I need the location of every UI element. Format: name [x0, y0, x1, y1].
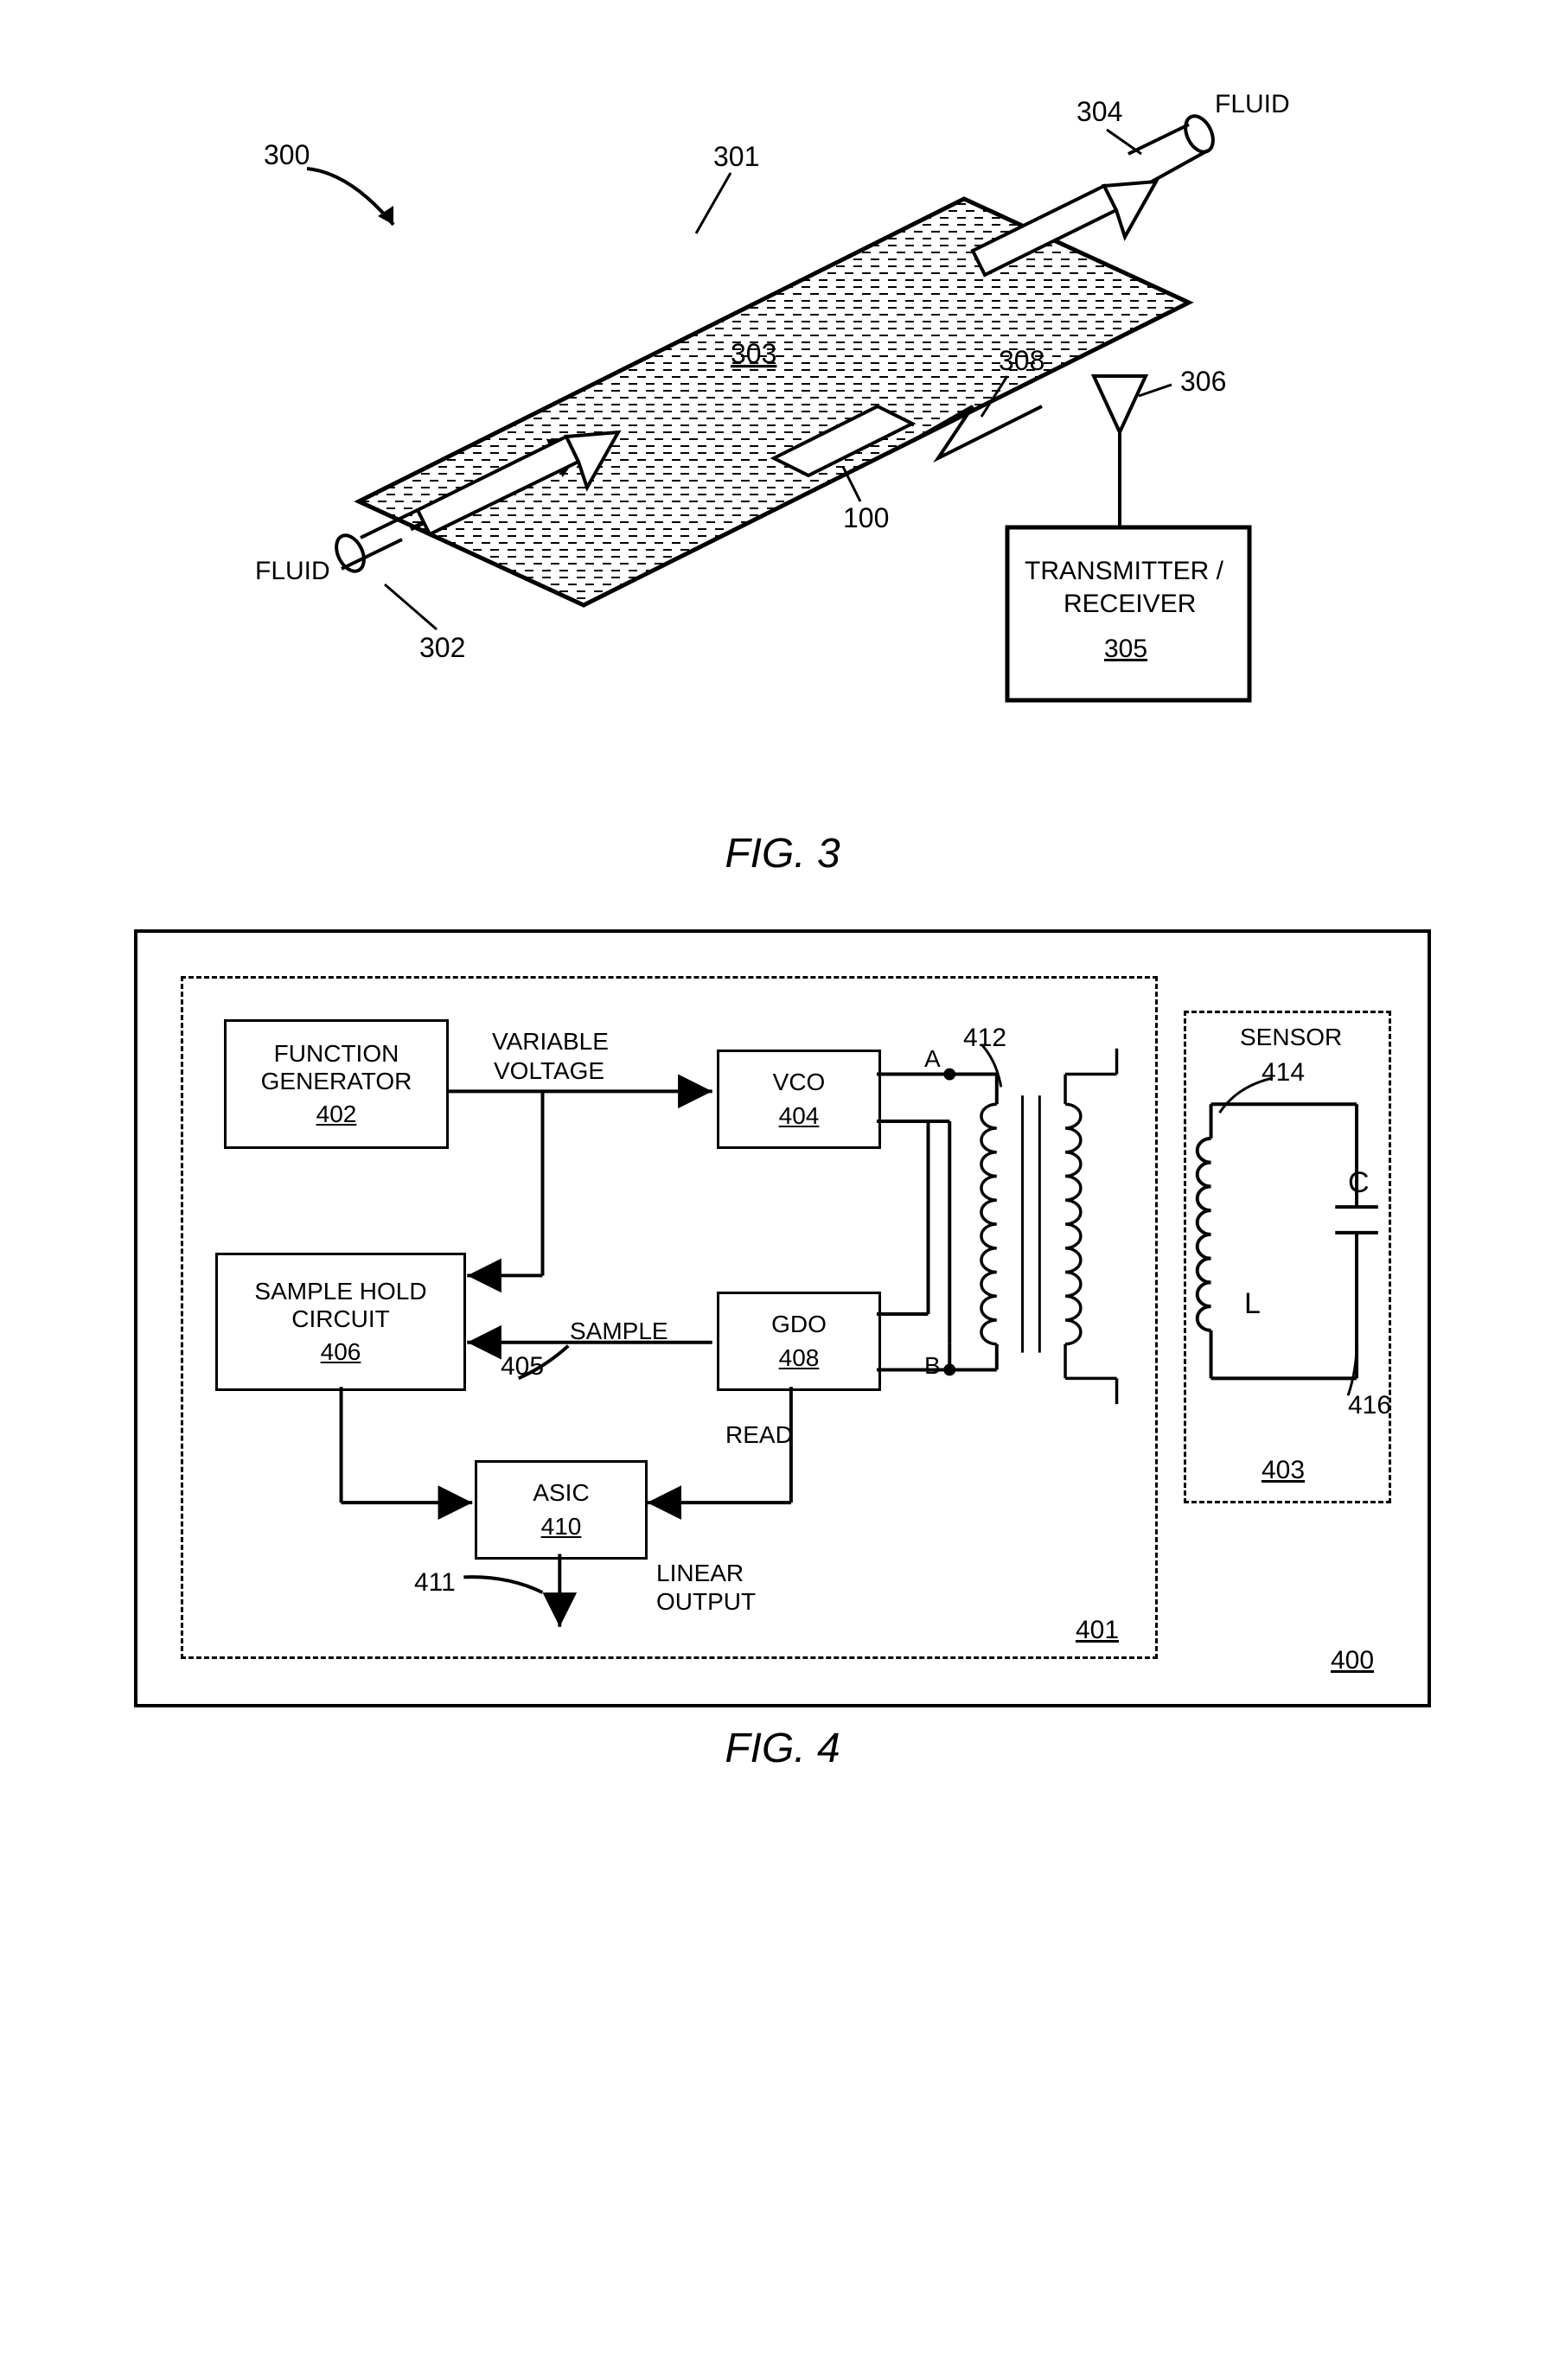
outlet-port: [1128, 112, 1218, 185]
gdo-block: GDO 408: [717, 1292, 881, 1391]
ref-304: 304: [1076, 96, 1122, 127]
func-gen-num: 402: [316, 1101, 357, 1128]
function-generator-block: FUNCTION GENERATOR 402: [224, 1019, 449, 1149]
ref-414: 414: [1262, 1058, 1305, 1088]
sample-hold-block: SAMPLE HOLD CIRCUIT 406: [215, 1253, 466, 1391]
func-gen-sub: GENERATOR: [261, 1068, 412, 1095]
label-tx-2: RECEIVER: [1064, 590, 1196, 618]
ref-401: 401: [1076, 1616, 1119, 1645]
label-L: L: [1244, 1287, 1261, 1321]
ref-302: 302: [419, 632, 465, 663]
sh-num: 406: [321, 1338, 361, 1366]
label-sample: SAMPLE: [570, 1318, 668, 1345]
figure-3: 300 301 302 303 304 100 308 306 FLUID FL…: [177, 35, 1388, 813]
gdo-num: 408: [779, 1344, 820, 1372]
ref-308: 308: [999, 345, 1044, 376]
label-C: C: [1348, 1166, 1370, 1200]
ref-403: 403: [1262, 1456, 1305, 1485]
ref-400: 400: [1331, 1646, 1374, 1675]
func-gen-title: FUNCTION: [274, 1040, 399, 1068]
ref-100: 100: [843, 502, 889, 533]
vco-num: 404: [779, 1102, 820, 1130]
vco-title: VCO: [773, 1069, 826, 1096]
asic-num: 410: [541, 1513, 582, 1541]
label-read: READ: [725, 1421, 793, 1449]
fig3-svg: 300 301 302 303 304 100 308 306 FLUID FL…: [177, 35, 1388, 813]
label-output: OUTPUT: [656, 1588, 756, 1616]
ref-416: 416: [1348, 1391, 1391, 1420]
ref-303: 303: [731, 338, 776, 369]
label-linear: LINEAR: [656, 1560, 744, 1587]
figure-4: FUNCTION GENERATOR 402 VCO 404 SAMPLE HO…: [134, 929, 1431, 1707]
antenna-icon: [1094, 376, 1146, 527]
label-fluid-in: FLUID: [255, 557, 330, 585]
ref-306: 306: [1180, 366, 1226, 397]
label-sensor: SENSOR: [1240, 1024, 1342, 1051]
label-var-volt-2: VOLTAGE: [494, 1057, 604, 1085]
fig3-caption: FIG. 3: [35, 830, 1530, 877]
ref-300-arrow: [307, 169, 393, 225]
ref-300: 300: [264, 139, 310, 170]
ref-411: 411: [414, 1568, 456, 1598]
node-A: A: [924, 1045, 941, 1073]
node-B: B: [924, 1352, 941, 1380]
fig4-caption: FIG. 4: [35, 1725, 1530, 1772]
sh-sub: CIRCUIT: [291, 1305, 390, 1333]
label-var-volt-1: VARIABLE: [492, 1028, 609, 1056]
ref-405: 405: [501, 1352, 544, 1381]
ref-301: 301: [713, 141, 759, 172]
gdo-title: GDO: [771, 1311, 827, 1338]
ref-412: 412: [963, 1024, 1006, 1053]
label-tx-1: TRANSMITTER /: [1025, 557, 1224, 585]
ref-305: 305: [1104, 635, 1147, 663]
asic-block: ASIC 410: [475, 1460, 648, 1560]
asic-title: ASIC: [533, 1479, 589, 1507]
label-fluid-out: FLUID: [1215, 90, 1290, 118]
vco-block: VCO 404: [717, 1050, 881, 1149]
sh-title: SAMPLE HOLD: [254, 1278, 426, 1305]
